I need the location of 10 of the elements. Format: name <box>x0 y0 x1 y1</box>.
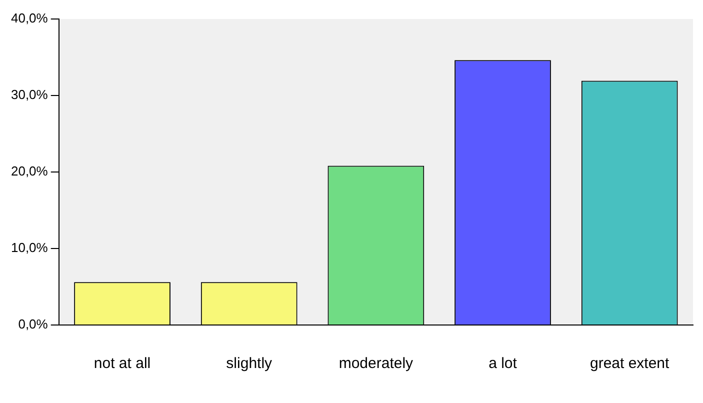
x-tick-label: great extent <box>590 355 670 372</box>
y-tick-label: 20,0% <box>10 163 48 178</box>
y-tick-label: 0,0% <box>18 316 48 332</box>
y-tick-label: 30,0% <box>10 86 48 102</box>
y-tick-label: 10,0% <box>10 240 48 256</box>
y-tick-label: 40,0% <box>10 10 48 26</box>
x-tick-label: slightly <box>226 355 273 372</box>
x-tick-label: a lot <box>488 355 518 372</box>
x-tick-label: moderately <box>338 355 414 372</box>
x-tick-label: not at all <box>94 355 151 372</box>
